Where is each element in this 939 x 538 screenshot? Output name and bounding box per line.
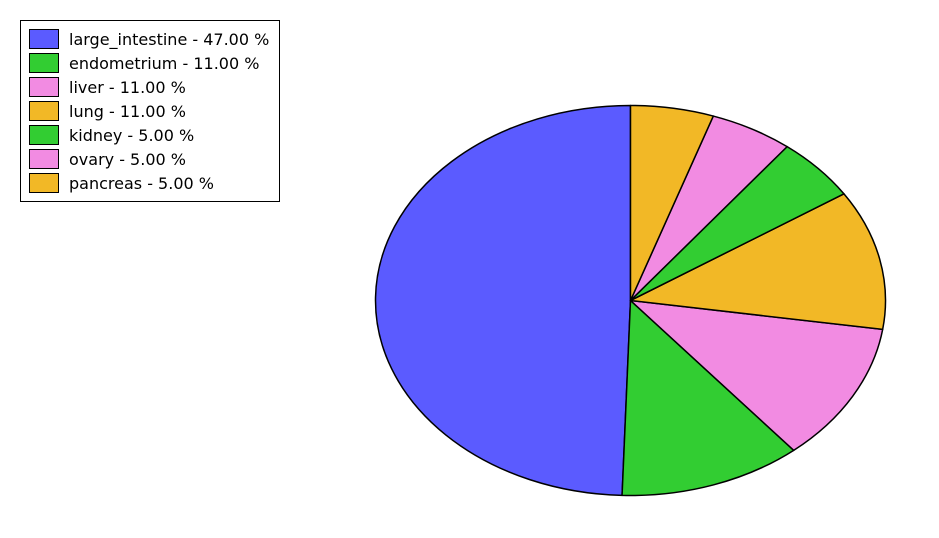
legend-label-liver: liver - 11.00 % xyxy=(69,78,186,97)
legend-label-endometrium: endometrium - 11.00 % xyxy=(69,54,259,73)
legend-item-lung: lung - 11.00 % xyxy=(29,99,269,123)
legend-swatch-kidney xyxy=(29,125,59,145)
legend-item-pancreas: pancreas - 5.00 % xyxy=(29,171,269,195)
legend-swatch-large_intestine xyxy=(29,29,59,49)
legend-item-kidney: kidney - 5.00 % xyxy=(29,123,269,147)
legend-swatch-ovary xyxy=(29,149,59,169)
chart-container: large_intestine - 47.00 % endometrium - 1… xyxy=(0,0,939,538)
legend-label-large_intestine: large_intestine - 47.00 % xyxy=(69,30,269,49)
legend-box: large_intestine - 47.00 % endometrium - 1… xyxy=(20,20,280,202)
legend-swatch-pancreas xyxy=(29,173,59,193)
legend-swatch-lung xyxy=(29,101,59,121)
legend-label-ovary: ovary - 5.00 % xyxy=(69,150,186,169)
pie-chart xyxy=(372,102,889,499)
pie-slice-large_intestine xyxy=(375,105,630,495)
legend-item-large_intestine: large_intestine - 47.00 % xyxy=(29,27,269,51)
legend-item-endometrium: endometrium - 11.00 % xyxy=(29,51,269,75)
legend-label-lung: lung - 11.00 % xyxy=(69,102,186,121)
legend-swatch-endometrium xyxy=(29,53,59,73)
legend-label-pancreas: pancreas - 5.00 % xyxy=(69,174,214,193)
legend-swatch-liver xyxy=(29,77,59,97)
legend-item-liver: liver - 11.00 % xyxy=(29,75,269,99)
legend-item-ovary: ovary - 5.00 % xyxy=(29,147,269,171)
legend-label-kidney: kidney - 5.00 % xyxy=(69,126,194,145)
